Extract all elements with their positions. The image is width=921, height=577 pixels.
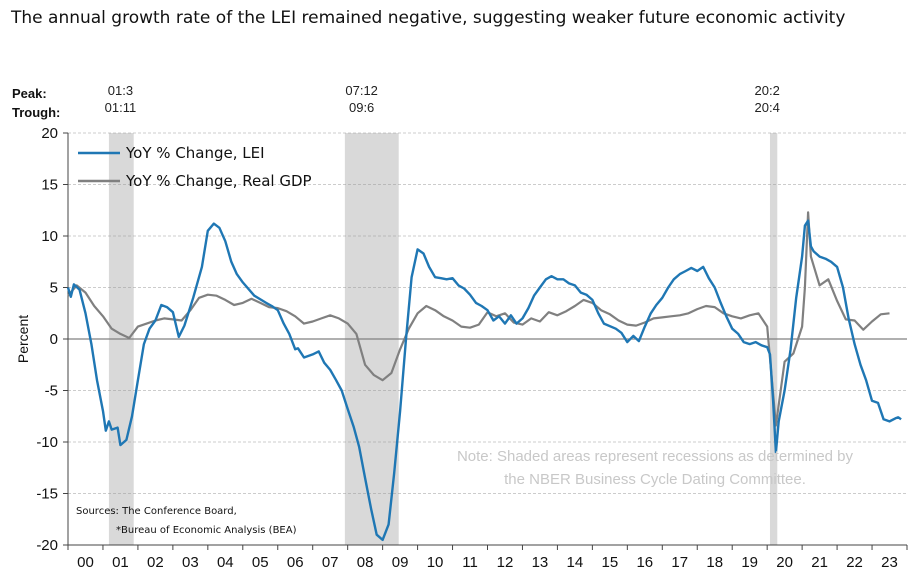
labels-layer: Peak: Trough: 01:3 01:11 07:12 09:6 20:2 20:4 Yo…: [12, 83, 854, 536]
peak-heading: Peak:: [12, 86, 47, 101]
note-text: Note: Shaded areas represent recessions …: [457, 448, 854, 465]
trough-heading: Trough:: [12, 105, 60, 120]
recession-peak-label: 20:2: [755, 83, 780, 98]
axes-layer: 20 15 10 5 0 -5 -10 -15 -20 00 01 02 03 04 05 06 07 08 09 1…: [15, 125, 908, 571]
y-tick-label: 5: [50, 280, 58, 297]
x-tick-label: 11: [462, 554, 478, 571]
y-tick-label: -20: [36, 537, 58, 554]
series-line: [66, 219, 902, 542]
y-tick-label: -10: [36, 434, 58, 451]
x-tick-label: 12: [497, 554, 514, 571]
x-tick-label: 06: [287, 554, 304, 571]
x-tick-label: 15: [602, 554, 619, 571]
x-tick-label: 10: [427, 554, 444, 571]
recession-trough-label: 20:4: [755, 100, 780, 115]
gridlines-layer: [68, 132, 907, 494]
legend-label: YoY % Change, LEI: [125, 144, 265, 162]
x-tick-label: 08: [357, 554, 374, 571]
x-tick-label: 00: [77, 554, 94, 571]
x-tick-label: 02: [147, 554, 164, 571]
source-text: *Bureau of Economic Analysis (BEA): [116, 525, 297, 536]
y-tick-label: -5: [45, 383, 58, 400]
y-tick-label: 20: [41, 125, 58, 142]
x-tick-label: 21: [811, 554, 828, 571]
series-line: [67, 211, 890, 427]
x-tick-label: 04: [217, 554, 234, 571]
chart-title: The annual growth rate of the LEI remain…: [11, 8, 846, 28]
legend-label: YoY % Change, Real GDP: [125, 172, 312, 190]
recession-trough-label: 01:11: [105, 100, 137, 115]
x-tick-label: 17: [671, 554, 688, 571]
x-tick-label: 18: [706, 554, 723, 571]
recession-trough-label: 09:6: [349, 100, 374, 115]
x-tick-label: 14: [567, 554, 584, 571]
y-tick-label: 15: [41, 177, 58, 194]
recession-peak-label: 01:3: [108, 83, 133, 98]
x-tick-label: 05: [252, 554, 269, 571]
x-tick-label: 23: [881, 554, 898, 571]
note-text: the NBER Business Cycle Dating Committee…: [504, 471, 806, 488]
y-axis-title: Percent: [15, 315, 31, 363]
x-tick-label: 16: [636, 554, 653, 571]
x-tick-label: 20: [776, 554, 793, 571]
x-tick-label: 09: [392, 554, 409, 571]
source-text: Sources: The Conference Board,: [76, 506, 237, 517]
x-tick-label: 19: [741, 554, 758, 571]
x-tick-label: 07: [322, 554, 339, 571]
x-tick-label: 22: [846, 554, 863, 571]
y-tick-label: 10: [41, 228, 58, 245]
recession-peak-label: 07:12: [345, 83, 378, 98]
x-tick-label: 01: [112, 554, 129, 571]
y-tick-label: 0: [50, 331, 58, 348]
series-layer: [66, 211, 902, 542]
x-tick-label: 03: [182, 554, 199, 571]
x-tick-label: 13: [532, 554, 549, 571]
y-tick-label: -15: [36, 486, 58, 503]
